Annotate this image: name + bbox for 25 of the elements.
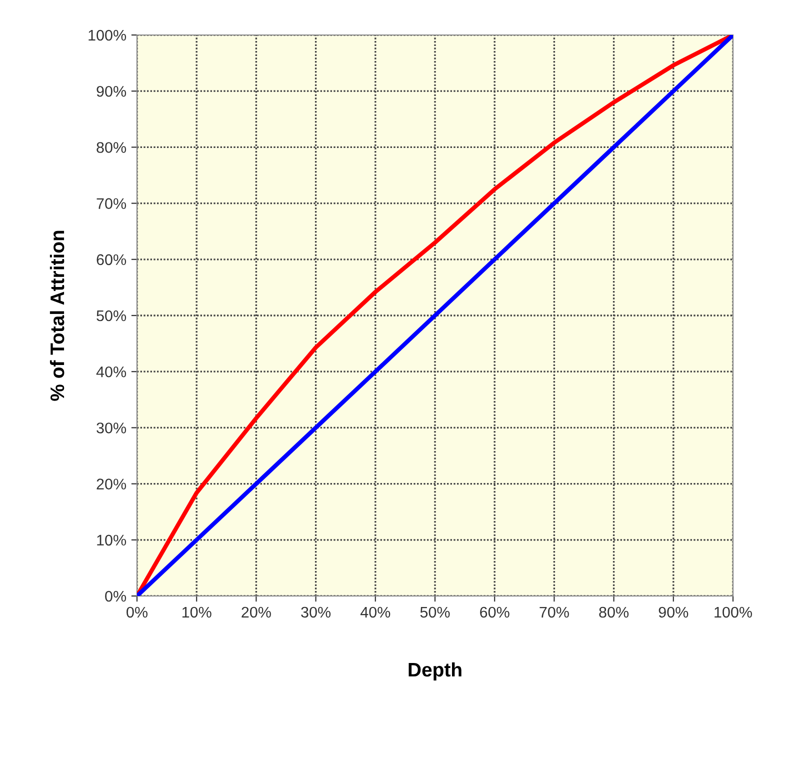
y-axis-title: % of Total Attrition xyxy=(50,230,64,401)
line-series xyxy=(137,35,733,596)
x-tick-label: 0% xyxy=(126,606,148,618)
y-tick-label: 0% xyxy=(105,590,126,602)
y-tick-label: 60% xyxy=(96,254,126,266)
y-tick-label: 100% xyxy=(88,30,126,41)
x-tick-label: 40% xyxy=(360,606,390,618)
y-tick-label: 70% xyxy=(96,198,126,209)
y-tick-label: 20% xyxy=(96,478,126,490)
x-tick-label: 60% xyxy=(480,606,510,618)
x-tick-label: 10% xyxy=(182,606,212,618)
x-tick-label: 20% xyxy=(242,606,271,618)
y-tick-label: 40% xyxy=(96,366,126,378)
y-tick-label: 50% xyxy=(96,310,126,322)
x-tick-label: 80% xyxy=(599,606,629,618)
y-tick-label: 10% xyxy=(97,534,126,546)
x-tick-label: 50% xyxy=(420,606,450,618)
y-tick-label: 30% xyxy=(96,422,126,434)
x-tick-label: 70% xyxy=(540,606,569,618)
x-tick-label: 90% xyxy=(658,606,688,618)
y-tick-label: 80% xyxy=(96,142,126,153)
y-tick-label: 90% xyxy=(96,86,126,97)
x-tick-label: 30% xyxy=(301,606,331,618)
x-axis-title: Depth xyxy=(408,662,462,680)
x-tick-label: 100% xyxy=(714,606,752,618)
